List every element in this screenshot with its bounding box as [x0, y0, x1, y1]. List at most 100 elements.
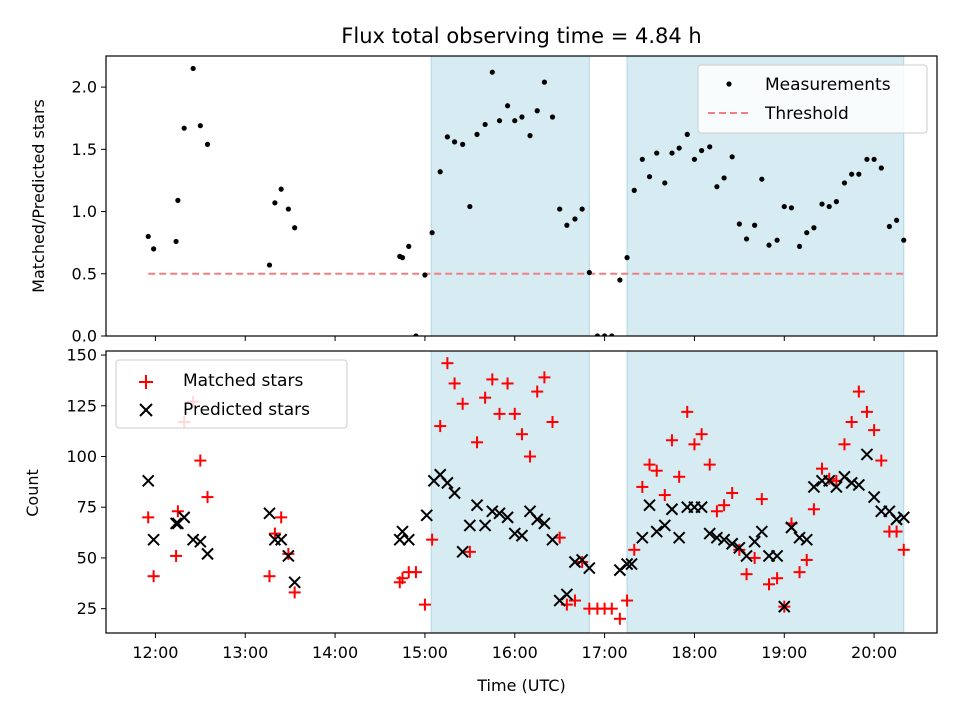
matched-stars-point — [703, 458, 716, 471]
measurement-point — [474, 131, 480, 137]
matched-stars-point — [471, 436, 484, 449]
matched-stars-point — [681, 405, 694, 418]
measurement-point — [804, 230, 810, 236]
predicted-stars-point — [710, 531, 724, 544]
matched-stars-point — [636, 480, 649, 493]
matched-stars-point — [263, 570, 276, 583]
measurement-point — [676, 145, 682, 151]
predicted-stars-point — [748, 535, 761, 548]
predicted-point-b — [515, 529, 529, 542]
y-tick-label: 75 — [77, 498, 97, 517]
predicted-point-b — [852, 478, 866, 492]
observing-window-shade — [430, 56, 590, 336]
predicted-point-b — [890, 513, 903, 526]
measurement-point — [766, 242, 772, 248]
predicted-stars-point — [625, 557, 638, 571]
measurement-point — [774, 237, 780, 243]
predicted-stars-point — [620, 557, 634, 571]
predicted-point-b — [186, 533, 200, 546]
matched-stars-point — [875, 454, 888, 467]
predicted-point-b — [448, 486, 461, 500]
measurement-point — [204, 141, 211, 147]
matched-stars-point — [897, 543, 910, 556]
predicted-point-b — [636, 531, 649, 544]
measurement-point — [662, 180, 668, 186]
predicted-point-b — [523, 505, 537, 518]
matched-stars-point — [816, 462, 829, 475]
predicted-point-b — [575, 553, 589, 567]
matched-stars-point — [673, 470, 686, 483]
measurement-point — [736, 221, 742, 227]
measurement-point — [512, 118, 518, 124]
observing-window-shade — [430, 351, 590, 633]
legend-predicted-label: Predicted stars — [183, 400, 310, 420]
y-tick-label: 0.5 — [72, 264, 97, 283]
predicted-point-b — [142, 474, 155, 488]
predicted-stars-point — [755, 525, 769, 538]
y-tick-label: 2.0 — [72, 78, 97, 97]
matched-stars-point — [441, 357, 454, 370]
measurement-point — [151, 246, 157, 252]
matched-stars-point — [800, 553, 813, 566]
matched-stars-point — [515, 428, 528, 441]
measurement-point — [781, 203, 787, 210]
measurement-point — [422, 272, 428, 278]
predicted-stars-point — [456, 545, 469, 559]
predicted-stars-point — [568, 555, 582, 569]
matched-stars-point — [643, 458, 656, 471]
measurement-point — [292, 225, 298, 231]
measurement-point — [549, 114, 556, 120]
predicted-point-b — [393, 533, 406, 546]
predicted-point-b — [725, 537, 739, 550]
predicted-point-b — [658, 519, 671, 532]
matched-stars-point — [650, 464, 663, 477]
predicted-stars-point — [201, 547, 214, 561]
predicted-point-b — [830, 480, 843, 494]
predicted-stars-point — [420, 509, 433, 522]
measurement-point — [617, 277, 623, 283]
predicted-stars-point — [695, 501, 708, 514]
predicted-stars-point — [717, 533, 731, 546]
predicted-point-b — [740, 549, 753, 563]
predicted-stars-point — [142, 474, 155, 488]
matched-stars-point — [718, 499, 731, 512]
measurement-point — [886, 223, 892, 230]
predicted-point-b — [703, 527, 716, 540]
predicted-stars-point — [515, 529, 529, 542]
predicted-stars-point — [393, 533, 406, 546]
predicted-point-b — [793, 531, 806, 544]
measurement-point — [534, 108, 540, 114]
measurement-point — [893, 217, 900, 223]
predicted-point-b — [860, 448, 874, 461]
predicted-point-b — [778, 600, 791, 613]
matched-stars-point — [434, 420, 447, 433]
x-tick-label: 17:00 — [582, 643, 628, 662]
x-axis-label: Time (UTC) — [476, 676, 565, 695]
predicted-stars-point — [538, 517, 551, 530]
measurement-point — [278, 186, 284, 192]
predicted-point-b — [785, 521, 798, 534]
measurement-point — [496, 118, 503, 124]
predicted-point-b — [620, 557, 634, 571]
matched-stars-point — [613, 612, 626, 625]
matched-stars-point — [740, 568, 753, 581]
measurement-point — [564, 222, 570, 228]
predicted-point-b — [177, 511, 191, 524]
matched-stars-point — [282, 547, 295, 560]
matched-stars-point — [275, 511, 288, 524]
matched-stars-point — [508, 407, 521, 420]
matched-stars-point — [448, 377, 461, 390]
measurement-point — [864, 156, 870, 162]
x-tick-label: 13:00 — [222, 643, 268, 662]
measurement-point — [489, 69, 495, 75]
measurement-point — [429, 230, 435, 236]
matched-stars-point — [665, 434, 678, 447]
predicted-stars-point — [531, 513, 544, 526]
predicted-stars-point — [288, 576, 301, 589]
matched-stars-point — [868, 424, 881, 437]
predicted-stars-point — [703, 527, 716, 540]
measurement-point — [190, 65, 196, 72]
predicted-point-b — [650, 525, 663, 538]
predicted-stars-point — [860, 448, 874, 461]
predicted-stars-point — [658, 519, 671, 532]
